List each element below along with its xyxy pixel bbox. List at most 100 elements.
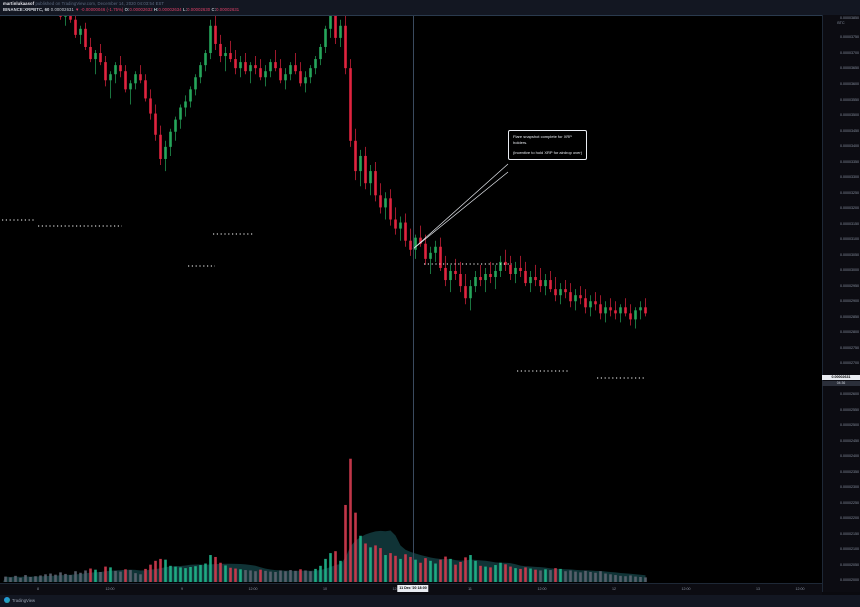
volume-bar [299,569,302,582]
current-price-badge: 0.00002631 [822,375,860,380]
volume-bar [39,575,42,582]
volume-bar [499,562,502,582]
tradingview-logo-text: TradingView [12,597,36,603]
volume-bar [144,568,147,582]
tradingview-logo[interactable]: TradingView [4,597,35,603]
candle-body [424,243,427,259]
candle-body [224,53,227,57]
volume-bar [439,559,442,582]
annotation-callout[interactable]: Flare snapshot complete for XRP holders.… [508,130,588,160]
chart-frame[interactable]: Flare snapshot complete for XRP holders.… [0,15,822,592]
volume-bar [504,564,507,582]
volume-bar [239,569,242,582]
volume-bar [524,567,527,582]
volume-bar [559,568,562,582]
candle-body [409,240,412,250]
volume-bar [344,504,347,582]
volume-bar [444,556,447,582]
candle-body [544,280,547,287]
volume-bar [34,576,37,582]
price-tick: 0.00003200 [840,206,859,211]
candle-body [374,171,377,196]
volume-bar [279,570,282,582]
candle-body [104,62,107,81]
candle-body [259,68,262,78]
candle-body [69,16,72,20]
volume-bar [249,570,252,582]
price-tick: 0.00002100 [840,547,859,552]
candle-body [244,62,247,72]
volume-bar [604,573,607,582]
crosshair-time-badge: 11 Dec '20 18:00 [397,585,429,592]
candle-body [369,171,372,184]
time-scale[interactable]: 8 12:00 9 12:00 10 12:00 11 12:00 12 12:00 13 12:00… [0,583,822,595]
candle-body [204,53,207,66]
volume-bar [219,562,222,582]
candle-body [484,274,487,281]
candle-body [459,274,462,287]
price-tick: 0.00002950 [840,283,859,288]
volume-bar [319,565,322,582]
price-scale[interactable]: 0.00003850 BTC 0.00003750 0.00003700 0.000… [822,15,860,592]
volume-bar [339,560,342,582]
candle-body [59,16,62,17]
volume-bar [389,553,392,582]
symbol-label[interactable]: BINANCE:XRPBTC, 60 [3,7,50,12]
candle-body [399,222,402,229]
chart-plot-area[interactable]: Flare snapshot complete for XRP holders.… [0,16,822,582]
candle-body [379,195,382,208]
candle-body [149,98,152,114]
volume-bar [629,575,632,582]
volume-bar [569,570,572,582]
candle-body [559,289,562,296]
volume-bar [269,571,272,582]
candle-body [84,28,87,47]
volume-bar [644,577,647,582]
annotation-line-2: holders. [513,140,528,145]
price-scale-top: 0.00003850 BTC [823,16,859,26]
price-tick: 0.00003350 [840,159,859,164]
candle-body [139,74,142,81]
volume-bar [119,571,122,582]
volume-bar [404,554,407,582]
change-absolute: -0.00000046 [80,7,106,12]
candle-body [209,25,212,54]
volume-bar [414,559,417,582]
volume-bar [154,560,157,582]
volume-bar [394,555,397,582]
volume-bar [469,555,472,582]
price-tick: 0.00003050 [840,252,859,257]
annotation-line-3: (incentive to hold XRP for airdrop over) [513,150,583,155]
candle-body [264,71,267,78]
price-tick: 0.00003400 [840,144,859,149]
volume-bar [484,566,487,582]
volume-bar [44,574,47,582]
volume-bar [479,565,482,582]
volume-bar [74,571,77,582]
candle-body [359,155,362,172]
volume-bar [529,568,532,582]
volume-bar [449,558,452,582]
price-tick: 0.00003500 [840,113,859,118]
price-scale-unit: BTC [837,21,845,25]
time-tick: 11 [468,587,472,591]
candle-body [594,301,597,305]
candle-body [644,307,647,314]
volume-bar [539,570,542,582]
price-tick: 0.00002700 [840,361,859,366]
candlestick-series [3,16,647,582]
volume-bar [264,570,267,582]
time-tick: 12:00 [105,587,115,591]
volume-bar [579,572,582,582]
annotation-leader-line [412,163,509,250]
volume-bar [209,555,212,582]
candle-body [79,28,82,35]
candle-body [289,65,292,75]
price-tick: 0.00002850 [840,314,859,319]
price-tick: 0.00002300 [840,485,859,490]
candle-body [324,28,327,47]
volume-bar [519,568,522,582]
volume-bar [14,575,17,582]
candle-body [604,307,607,314]
volume-bar [114,570,117,582]
